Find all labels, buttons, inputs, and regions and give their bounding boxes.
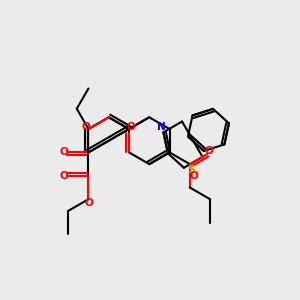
Text: O: O <box>81 122 90 132</box>
Text: O: O <box>126 122 135 132</box>
Text: N: N <box>157 122 165 132</box>
Text: O: O <box>59 171 68 181</box>
Text: O: O <box>190 171 199 181</box>
Text: S: S <box>188 165 195 175</box>
Text: O: O <box>204 146 213 156</box>
Text: O: O <box>84 198 93 208</box>
Text: O: O <box>59 147 68 158</box>
